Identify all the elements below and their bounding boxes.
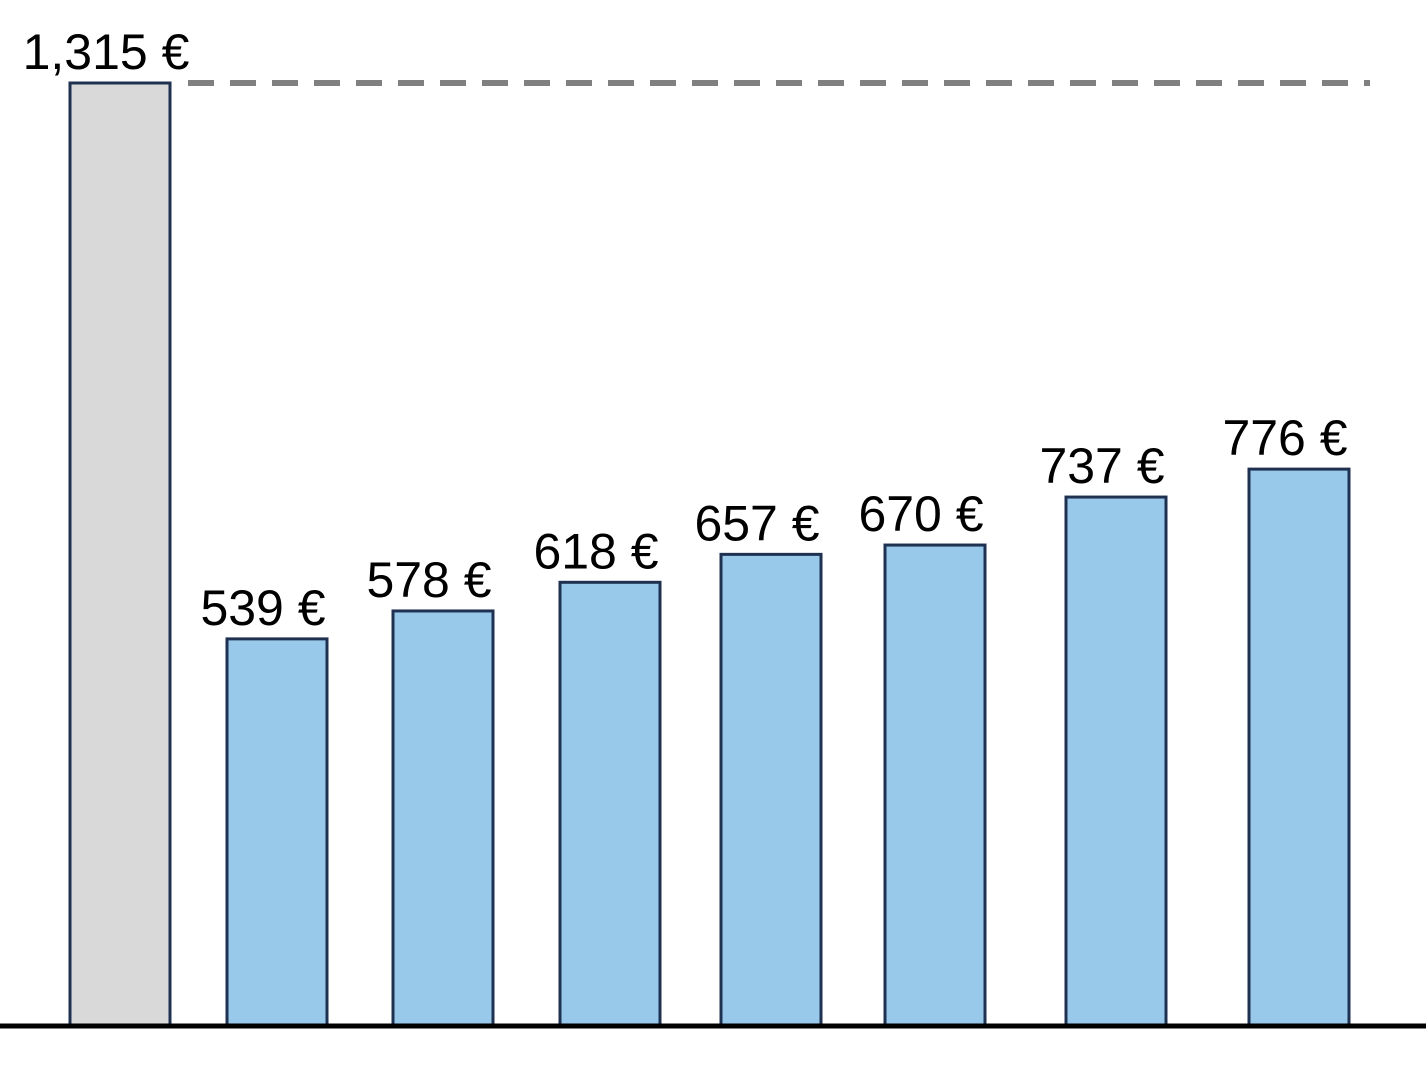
data-labels-layer: 1,315 € 539 € 578 € 618 € 657 € 670 € 737 € 776… [23, 24, 1348, 636]
data-label: 670 € [858, 486, 983, 542]
bar [1064, 495, 1168, 1027]
bar-highlight [68, 81, 172, 1027]
data-label: 539 € [200, 580, 325, 636]
data-label: 776 € [1222, 410, 1347, 466]
bar [391, 609, 495, 1027]
data-label: 1,315 € [23, 24, 190, 80]
data-label: 618 € [533, 523, 658, 579]
bar [225, 637, 329, 1027]
bars-layer [68, 81, 1351, 1027]
data-label: 578 € [366, 552, 491, 608]
data-label: 737 € [1039, 438, 1164, 494]
bar [883, 543, 987, 1027]
bar [719, 552, 823, 1027]
bar [1247, 467, 1351, 1027]
data-label: 657 € [694, 495, 819, 551]
bar [558, 580, 662, 1027]
